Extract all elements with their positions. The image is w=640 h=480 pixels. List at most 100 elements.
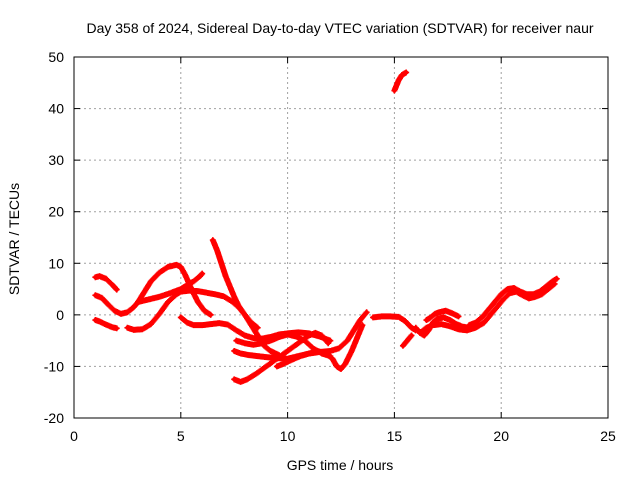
data-point [142,289,147,294]
data-point [140,327,145,332]
series-trace-r [466,275,560,329]
data-point [167,290,173,296]
data-point [358,317,363,323]
data-point [234,338,239,343]
data-point [105,302,111,307]
data-point [204,290,209,295]
data-point [501,297,506,302]
data-point [251,342,256,347]
data-point [146,297,151,302]
data-point [148,321,154,327]
y-tick-label: 40 [48,101,64,117]
data-point [212,292,218,297]
data-point [400,343,406,348]
x-tick-label: 10 [280,428,296,444]
data-point [178,264,183,270]
data-point [246,352,252,358]
data-point [114,287,119,292]
data-point [118,311,124,317]
data-point [302,338,307,343]
series-trace-p [423,307,462,324]
data-point [325,341,331,346]
data-point [456,327,461,332]
series-trace-k [273,322,366,373]
data-point [298,353,303,359]
data-point [182,272,188,277]
data-point [232,348,237,354]
series-trace-e [135,270,206,305]
data-point [355,333,361,338]
data-point [447,324,453,329]
data-point [543,284,549,289]
data-point [112,308,117,313]
series-trace-i [231,329,332,385]
data-point [165,299,171,305]
data-point [148,279,154,284]
data-point [249,322,254,328]
data-point [199,322,205,328]
data-point [526,296,532,301]
data-point [428,315,433,320]
data-point [473,325,478,330]
data-point [507,290,512,296]
data-point [328,348,333,354]
y-tick-label: -20 [44,410,64,426]
data-point [157,294,162,300]
data-point [135,299,141,305]
data-point [238,379,243,385]
series-trace-h [231,309,370,362]
data-point [349,348,354,354]
data-point [413,325,418,330]
data-point [424,325,429,330]
y-tick-label: 0 [56,307,64,323]
series-trace-m [391,69,410,94]
data-point [306,351,312,356]
data-point [93,275,98,280]
data-point [432,311,438,317]
data-point [236,303,241,308]
x-tick-label: 20 [493,428,509,444]
data-point [227,284,233,289]
data-point [214,248,220,253]
data-point [338,366,344,372]
data-point [210,237,216,243]
data-point [315,348,320,354]
data-point [242,312,248,318]
data-point [110,325,115,330]
data-point [199,271,205,276]
data-point [531,292,536,297]
data-point [336,346,342,351]
data-point [437,310,442,315]
data-point [274,364,280,369]
data-point [422,333,427,338]
data-point [473,320,478,325]
data-point [255,333,260,338]
data-point [387,314,393,319]
data-point [334,364,339,369]
data-point [511,285,517,291]
series-layer [92,69,560,385]
data-point [223,273,228,279]
grid [74,57,608,418]
data-point [195,299,201,305]
data-point [191,322,196,328]
data-point [274,356,280,361]
data-point [114,326,119,331]
x-tick-label: 15 [387,428,403,444]
series-trace-a [92,273,120,293]
data-point [217,320,222,326]
data-point [479,315,485,320]
data-point [185,320,190,325]
chart-title: Day 358 of 2024, Sidereal Day-to-day VTE… [86,20,593,36]
data-point [323,351,329,356]
data-point [174,262,179,268]
data-point [481,320,487,325]
y-tick-label: -10 [44,358,64,374]
data-point [456,314,461,319]
data-point [313,330,318,336]
data-point [93,317,98,323]
data-point [430,322,436,328]
data-point [276,334,282,340]
data-point [486,307,491,312]
